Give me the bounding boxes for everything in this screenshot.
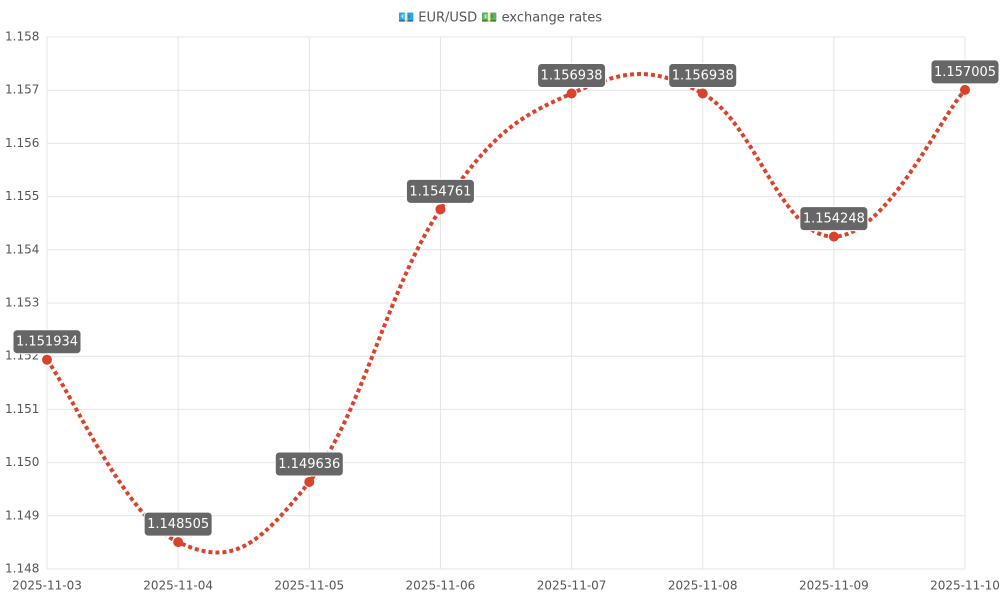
data-label-text: 1.156938 (541, 68, 603, 83)
data-label: 1.157005 (930, 59, 1000, 85)
data-label-text: 1.154761 (409, 184, 471, 199)
point (697, 88, 708, 99)
x-tick-label: 2025-11-03 (12, 579, 82, 593)
y-tick-label: 1.150 (5, 455, 39, 469)
x-tick-label: 2025-11-05 (274, 579, 344, 593)
y-tick-label: 1.153 (5, 296, 39, 310)
data-label-text: 1.148505 (147, 517, 209, 532)
data-label: 1.154248 (799, 206, 869, 232)
line (45, 72, 967, 555)
data-label: 1.149636 (274, 451, 344, 477)
point (828, 231, 839, 242)
data-label: 1.156938 (668, 62, 738, 88)
x-tick-label: 2025-11-08 (668, 579, 738, 593)
y-tick-label: 1.149 (5, 508, 39, 522)
data-label-box (274, 451, 344, 477)
y-tick-label: 1.151 (5, 402, 39, 416)
x-tick-label: 2025-11-07 (537, 579, 607, 593)
y-tick-label: 1.148 (5, 562, 39, 576)
y-tick-label: 1.156 (5, 136, 39, 150)
data-label-text: 1.151934 (16, 335, 78, 350)
data-label-box (668, 62, 738, 88)
point (566, 88, 577, 99)
data-label-box (405, 178, 475, 204)
point (304, 476, 315, 487)
x-tick-label: 2025-11-04 (143, 579, 213, 593)
y-tick-label: 1.157 (5, 83, 39, 97)
data-label: 1.156938 (537, 62, 607, 88)
data-label: 1.148505 (143, 511, 213, 537)
y-tick-label: 1.158 (5, 30, 39, 44)
point (173, 537, 184, 548)
data-label-text: 1.149636 (278, 457, 340, 472)
y-tick-label: 1.154 (5, 242, 39, 256)
data-label-box (12, 329, 82, 355)
point (42, 354, 52, 365)
data-label-text: 1.156938 (672, 68, 734, 83)
data-label: 1.151934 (12, 329, 82, 355)
data-label-text: 1.157005 (934, 65, 996, 80)
data-label-box (930, 59, 1000, 85)
data-label-box (143, 511, 213, 537)
data-label-text: 1.154248 (803, 212, 865, 227)
data-label-box (799, 206, 869, 232)
x-tick-label: 2025-11-06 (406, 579, 476, 593)
x-tick-label: 2025-11-09 (799, 579, 869, 593)
point (960, 84, 970, 95)
point (435, 204, 446, 215)
y-tick-label: 1.155 (5, 189, 39, 203)
data-label: 1.154761 (405, 178, 475, 204)
x-tick-label: 2025-11-10 (930, 579, 1000, 593)
chart-title: 💶 EUR/USD 💵 exchange rates (398, 11, 602, 26)
data-label-box (537, 62, 607, 88)
